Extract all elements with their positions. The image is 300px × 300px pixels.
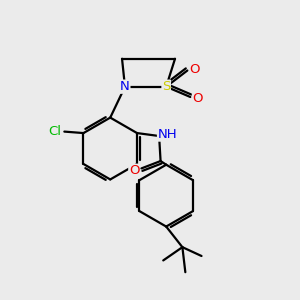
Text: Cl: Cl <box>48 125 62 138</box>
Text: NH: NH <box>158 128 177 141</box>
Text: O: O <box>129 164 139 177</box>
Text: O: O <box>193 92 203 105</box>
Text: O: O <box>190 62 200 76</box>
Text: N: N <box>120 80 130 93</box>
Text: S: S <box>162 80 170 93</box>
